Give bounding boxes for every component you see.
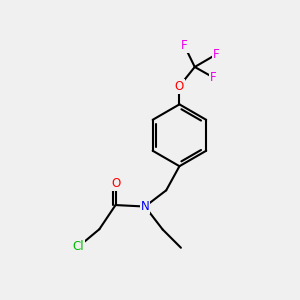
Text: F: F [181,39,188,52]
Text: F: F [210,71,216,84]
Text: N: N [141,200,149,213]
Text: Cl: Cl [72,240,84,254]
Text: F: F [213,48,219,61]
Text: O: O [175,80,184,93]
Text: O: O [111,177,120,190]
